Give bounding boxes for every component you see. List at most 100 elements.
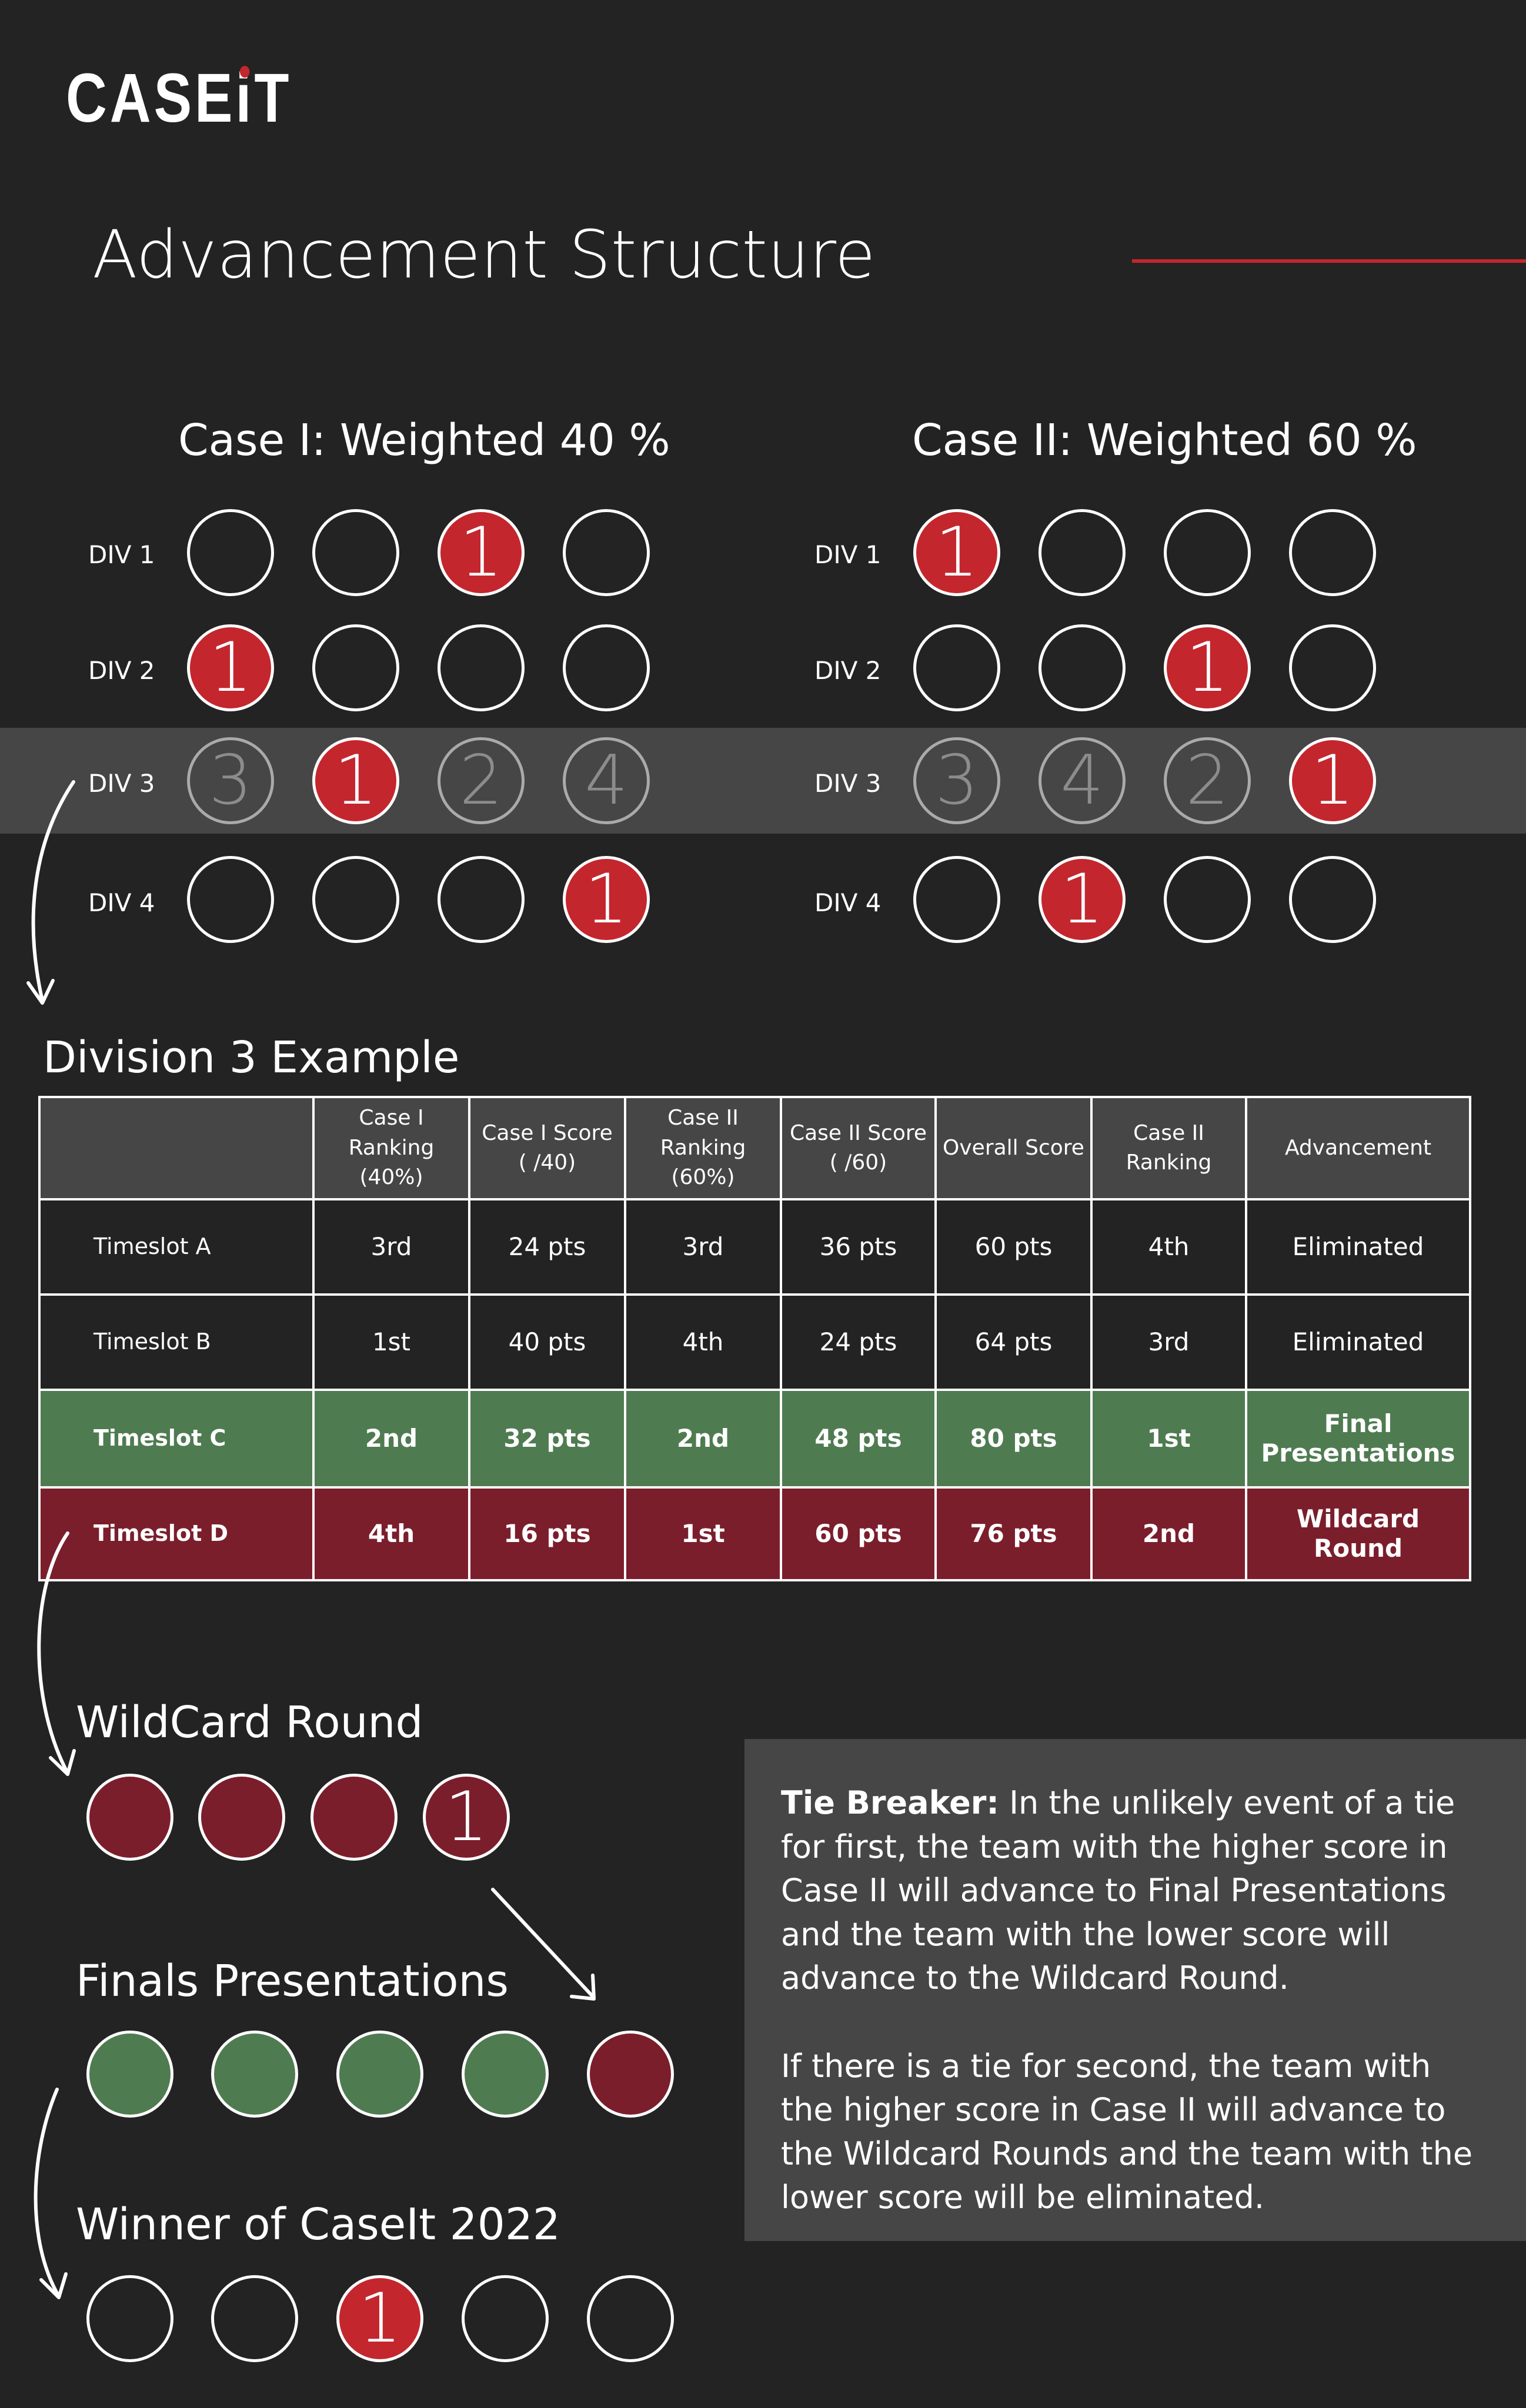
header-cell: Case I Ranking (40%) [312, 1096, 470, 1200]
case2-div1-winner-circle: 1 [913, 509, 1000, 596]
case1-div4-team-circle [312, 856, 399, 943]
case1-div4-team-circle [438, 856, 525, 943]
case2-div1-team-circle [1039, 509, 1126, 596]
division3-results-table: Case I Ranking (40%) Case I Score ( /40)… [38, 1096, 1471, 1581]
winner-team-circle [86, 2275, 173, 2362]
tie-breaker-text: In the unlikely event of a tie for first… [781, 1784, 1455, 1997]
advancement-cell: Final Presentations [1245, 1389, 1471, 1489]
header-cell: Case II Score ( /60) [780, 1096, 937, 1200]
finalist-circle [86, 2031, 173, 2118]
tie-breaker-paragraph-2: If there is a tie for second, the team w… [781, 2047, 1473, 2216]
arrow-div3-to-example-head-icon [26, 979, 55, 1005]
arrow-table-to-wildcard-icon [37, 1531, 69, 1775]
arrow-div3-to-example-icon [31, 780, 75, 1002]
table-cell: 1st [624, 1486, 782, 1581]
winner-team-circle [462, 2275, 549, 2362]
case2-div4-team-circle [1289, 856, 1376, 943]
case2-div3-rank-circle: 4 [1039, 737, 1126, 824]
case1-div2-team-circle [312, 624, 399, 711]
case2-div3-rank-circle: 2 [1164, 737, 1251, 824]
table-cell: 4th [624, 1293, 782, 1391]
row-label: Timeslot B [38, 1293, 315, 1391]
finalist-circle [211, 2031, 298, 2118]
table-cell: 32 pts [468, 1389, 626, 1489]
case2-div2-team-circle [913, 624, 1000, 711]
case1-div2-winner-circle: 1 [187, 624, 274, 711]
case2-div4-label: DIV 4 [814, 888, 881, 917]
wildcard-team-circle [310, 1774, 398, 1861]
tie-breaker-paragraph-1: Tie Breaker: In the unlikely event of a … [781, 1781, 1491, 2001]
table-cell: 4th [312, 1486, 470, 1581]
table-cell: 60 pts [780, 1486, 937, 1581]
advancement-cell: Wildcard Round [1245, 1486, 1471, 1581]
case1-div3-winner-circle: 1 [312, 737, 399, 824]
wildcard-team-circle [198, 1774, 285, 1861]
finalist-circle [336, 2031, 423, 2118]
wildcard-round-heading: WildCard Round [76, 1697, 423, 1748]
case1-div1-team-circle [312, 509, 399, 596]
case1-div4-team-circle [187, 856, 274, 943]
winner-heading: Winner of CaseIt 2022 [76, 2199, 561, 2250]
finals-presentations-heading: Finals Presentations [76, 1956, 509, 2006]
table-cell: 2nd [1090, 1486, 1247, 1581]
wildcard-finalist-circle [587, 2031, 674, 2118]
header-cell: Advancement [1245, 1096, 1471, 1200]
finalist-circle [462, 2031, 549, 2118]
case1-div3-rank-circle: 4 [563, 737, 650, 824]
case2-div4-team-circle [1164, 856, 1251, 943]
case1-div4-label: DIV 4 [88, 888, 155, 917]
table-row: Timeslot B 1st 40 pts 4th 24 pts 64 pts … [38, 1293, 1471, 1391]
table-cell: 16 pts [468, 1486, 626, 1581]
winner-team-circle [211, 2275, 298, 2362]
table-cell: 24 pts [468, 1198, 626, 1296]
header-cell: Case I Score ( /40) [468, 1096, 626, 1200]
row-label: Timeslot C [38, 1389, 315, 1489]
row-label: Timeslot A [38, 1198, 315, 1296]
table-cell: 3rd [624, 1198, 782, 1296]
title-accent-line [1132, 259, 1526, 263]
case1-div1-label: DIV 1 [88, 540, 155, 569]
case1-div2-team-circle [563, 624, 650, 711]
champion-circle: 1 [336, 2275, 423, 2362]
case2-div1-label: DIV 1 [814, 540, 881, 569]
tie-breaker-panel: Tie Breaker: In the unlikely event of a … [744, 1739, 1526, 2241]
case1-div1-team-circle [563, 509, 650, 596]
case2-div3-winner-circle: 1 [1289, 737, 1376, 824]
case2-div1-team-circle [1164, 509, 1251, 596]
case1-div3-rank-circle: 2 [438, 737, 525, 824]
table-cell: 24 pts [780, 1293, 937, 1391]
advancement-cell: Eliminated [1245, 1293, 1471, 1391]
header-cell: Overall Score [934, 1096, 1093, 1200]
arrow-wildcard-to-finals-head-icon [570, 1974, 596, 2001]
case2-div2-label: DIV 2 [814, 656, 881, 685]
case1-div3-label: DIV 3 [88, 769, 155, 798]
arrow-finals-to-winner-icon [34, 2088, 61, 2298]
winner-team-circle [587, 2275, 674, 2362]
header-cell: Case II Ranking [1090, 1096, 1247, 1200]
table-cell: 2nd [624, 1389, 782, 1489]
advancement-cell: Eliminated [1245, 1198, 1471, 1296]
table-cell: 3rd [1090, 1293, 1247, 1391]
case2-div3-label: DIV 3 [814, 769, 881, 798]
page-title: Advancement Structure [92, 217, 876, 293]
table-header-row: Case I Ranking (40%) Case I Score ( /40)… [38, 1096, 1471, 1200]
arrow-wildcard-to-finals-icon [491, 1888, 595, 1998]
case2-div4-winner-circle: 1 [1039, 856, 1126, 943]
header-cell: Case II Ranking (60%) [624, 1096, 782, 1200]
table-cell: 80 pts [934, 1389, 1093, 1489]
table-cell: 40 pts [468, 1293, 626, 1391]
case1-div2-label: DIV 2 [88, 656, 155, 685]
table-row-final: Timeslot C 2nd 32 pts 2nd 48 pts 80 pts … [38, 1389, 1471, 1489]
case2-heading: Case II: Weighted 60 % [912, 415, 1417, 466]
table-cell: 64 pts [934, 1293, 1093, 1391]
table-row: Timeslot A 3rd 24 pts 3rd 36 pts 60 pts … [38, 1198, 1471, 1296]
row-label: Timeslot D [38, 1486, 315, 1581]
table-cell: 36 pts [780, 1198, 937, 1296]
case1-div4-winner-circle: 1 [563, 856, 650, 943]
table-cell: 1st [312, 1293, 470, 1391]
table-cell: 48 pts [780, 1389, 937, 1489]
table-row-wildcard: Timeslot D 4th 16 pts 1st 60 pts 76 pts … [38, 1486, 1471, 1581]
case1-div3-rank-circle: 3 [187, 737, 274, 824]
wildcard-winner-circle: 1 [423, 1774, 510, 1861]
